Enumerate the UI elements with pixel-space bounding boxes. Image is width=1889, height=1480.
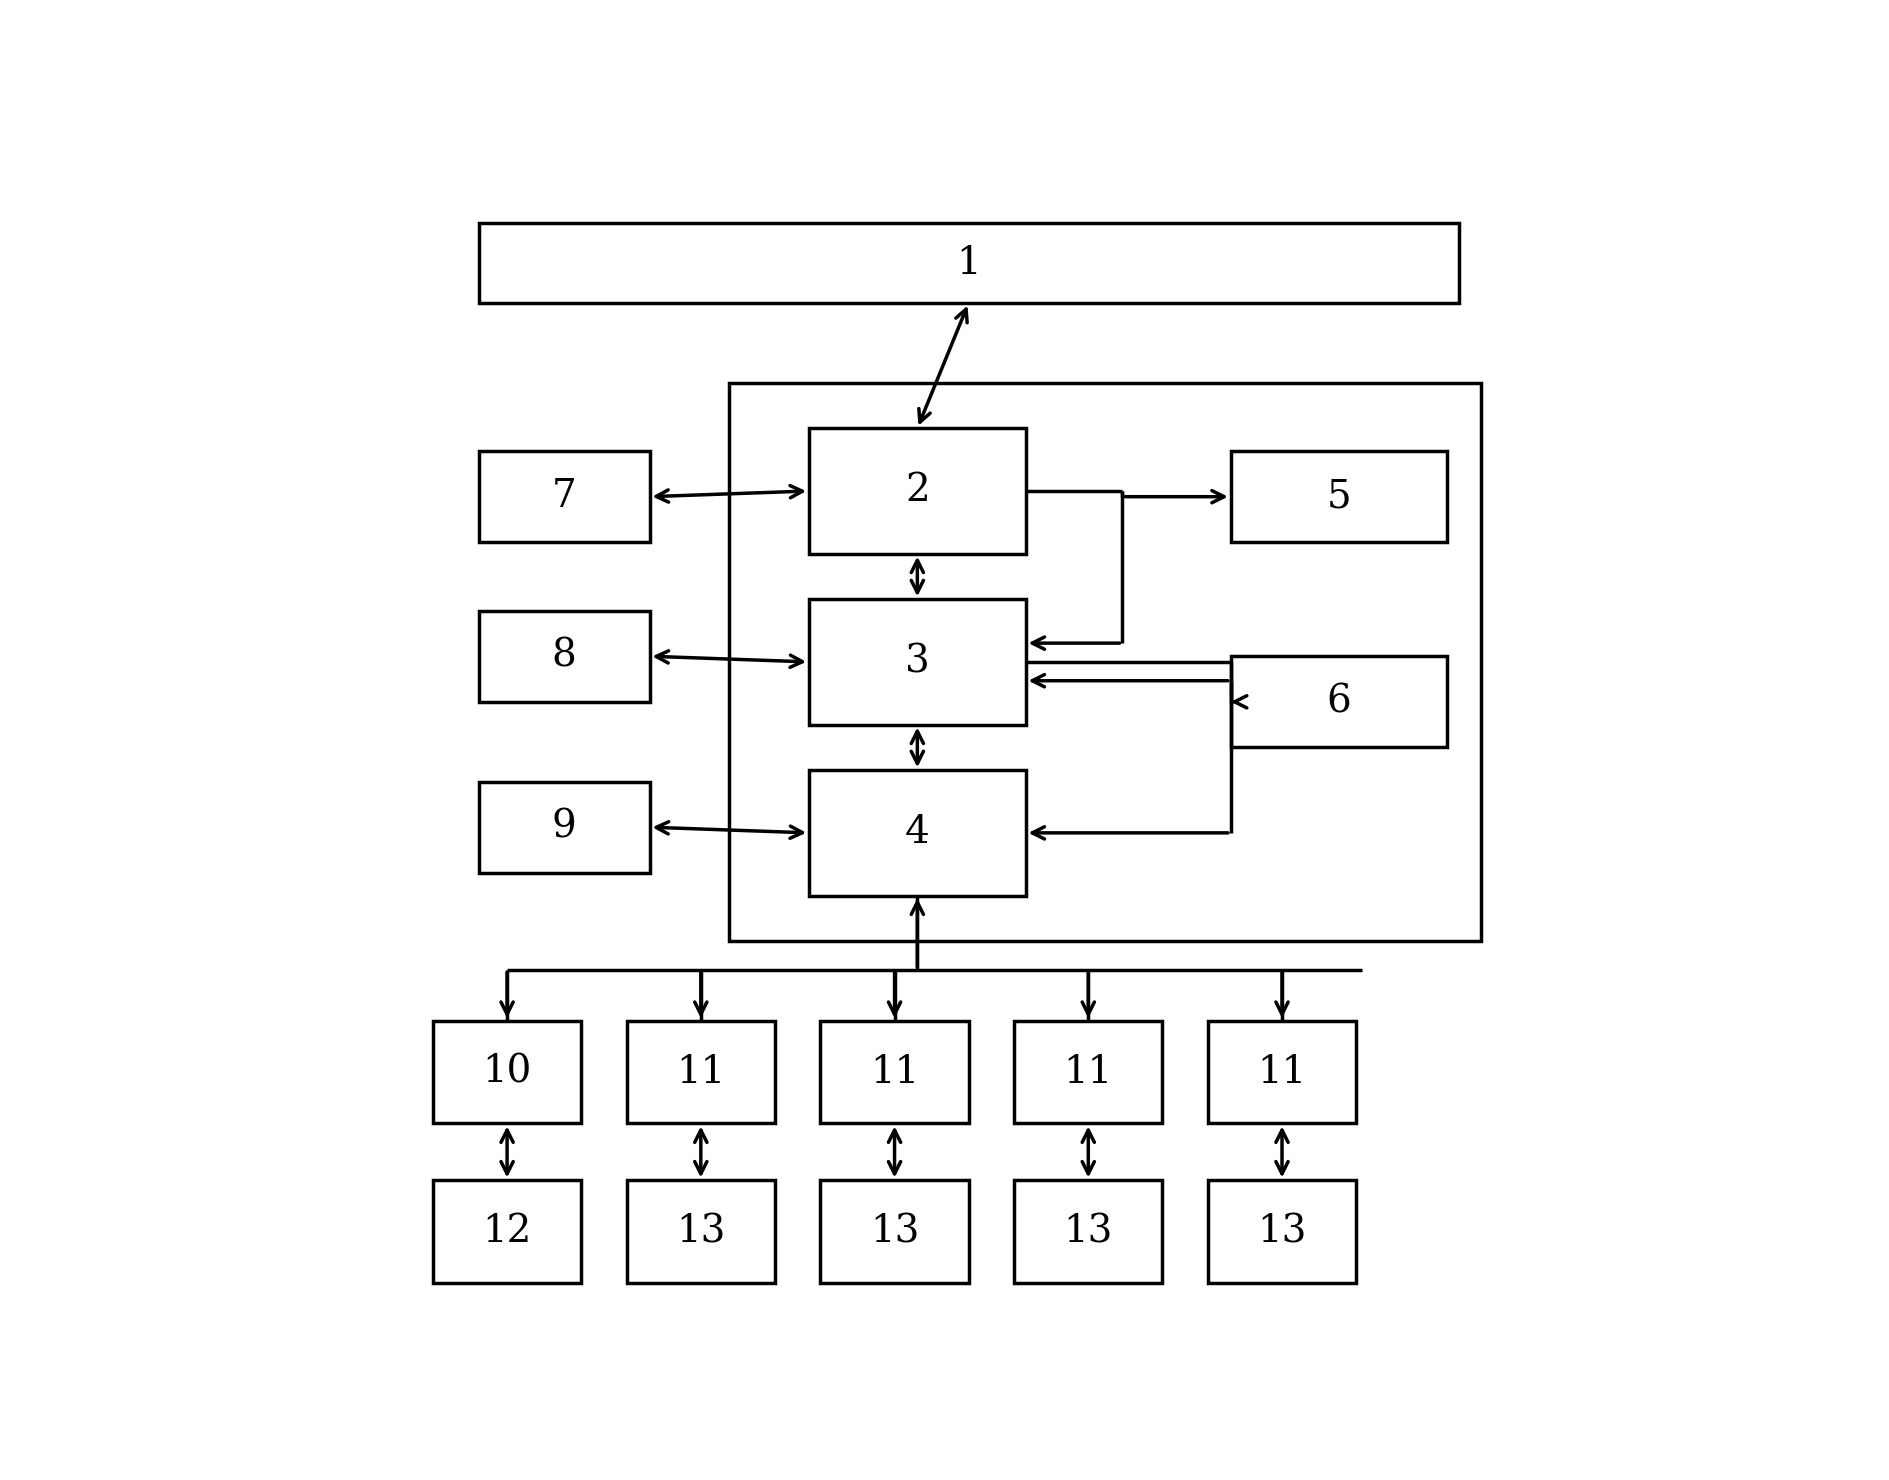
Bar: [478, 781, 650, 873]
Bar: [627, 1021, 774, 1123]
Text: 13: 13: [869, 1214, 918, 1251]
Bar: [1230, 451, 1447, 542]
Text: 13: 13: [1256, 1214, 1305, 1251]
Text: 9: 9: [552, 808, 576, 845]
Text: 1: 1: [956, 244, 980, 281]
Bar: [808, 770, 1026, 895]
Text: 13: 13: [676, 1214, 725, 1251]
Text: 7: 7: [552, 478, 576, 515]
Text: 2: 2: [905, 472, 929, 509]
Text: 13: 13: [1064, 1214, 1113, 1251]
Bar: [627, 1181, 774, 1283]
Text: 11: 11: [676, 1054, 725, 1091]
Bar: [433, 1181, 580, 1283]
Text: 3: 3: [905, 644, 929, 681]
Bar: [1207, 1021, 1356, 1123]
Bar: [808, 428, 1026, 554]
Text: 8: 8: [552, 638, 576, 675]
Text: 5: 5: [1326, 478, 1351, 515]
Bar: [729, 383, 1481, 941]
Bar: [808, 599, 1026, 725]
Text: 12: 12: [482, 1214, 531, 1251]
Text: 11: 11: [869, 1054, 918, 1091]
Bar: [478, 223, 1458, 303]
Bar: [478, 451, 650, 542]
Text: 6: 6: [1326, 684, 1351, 721]
Bar: [478, 611, 650, 702]
Text: 10: 10: [482, 1054, 531, 1091]
Bar: [1207, 1181, 1356, 1283]
Text: 4: 4: [905, 814, 929, 851]
Bar: [1014, 1021, 1162, 1123]
Bar: [820, 1021, 967, 1123]
Text: 11: 11: [1064, 1054, 1113, 1091]
Bar: [1014, 1181, 1162, 1283]
Bar: [820, 1181, 967, 1283]
Bar: [1230, 656, 1447, 747]
Text: 11: 11: [1256, 1054, 1305, 1091]
Bar: [433, 1021, 580, 1123]
